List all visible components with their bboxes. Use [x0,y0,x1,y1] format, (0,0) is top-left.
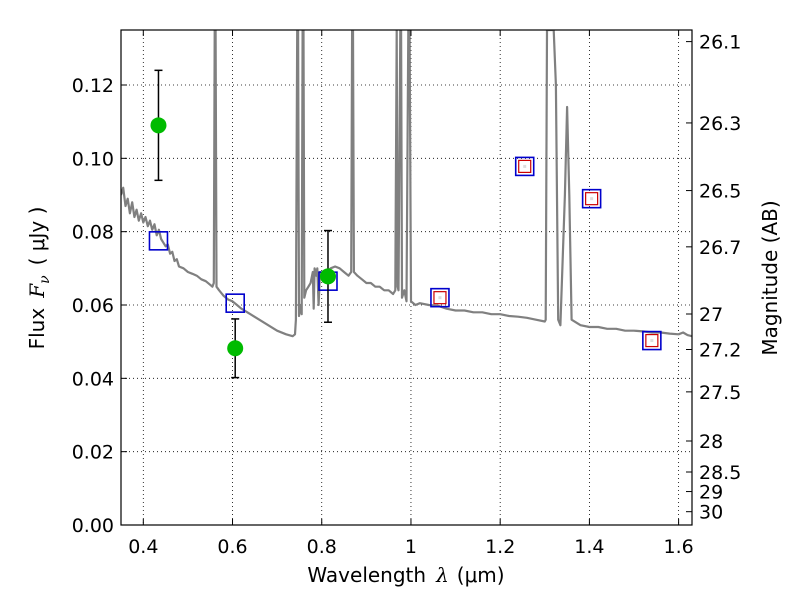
y2-tick-label: 26.5 [699,181,741,203]
y2-axis-label: Magnitude (AB) [758,200,782,355]
model-photometry-square [430,287,450,308]
y2-tick-label: 26.3 [699,113,741,135]
y-tick-label: 0.08 [72,222,114,244]
y2-tick-label: 27.2 [699,339,741,361]
y2-tick-label: 29 [699,482,723,504]
y2-tick-label: 30 [699,502,723,524]
y2-tick-label: 28 [699,431,723,453]
model-photometry-square [514,156,535,177]
x-tick-label: 1.6 [664,536,694,558]
y2-tick-label: 27.5 [699,382,741,404]
y-tick-label: 0.12 [72,75,114,97]
plot-area [121,30,692,379]
y-tick-label: 0.02 [72,442,114,464]
y2-tick-label: 27 [699,304,723,326]
ticks: 0.4 0.6 0.8 1 1.2 1.4 1.6 0.00 0.02 0.04 0.06 0.08 0… [72,30,741,558]
observed-point [150,117,167,134]
x-tick-label: 1.4 [574,536,604,558]
x-axis-label: Wavelength λ (μm) [307,563,504,587]
model-photometry-square [642,330,662,351]
model-photometry-square [225,293,245,313]
y-tick-label: 0.04 [72,368,114,390]
x-tick-label: 0.8 [307,536,337,558]
y-tick-label: 0.10 [72,148,114,170]
x-tick-label: 1.2 [485,536,515,558]
y-tick-label: 0.06 [72,295,114,317]
x-tick-label: 0.6 [217,536,247,558]
y-axis-label: FluxFν( μJy ) [25,207,53,350]
y2-tick-label: 26.1 [699,32,741,54]
x-tick-label: 1 [405,536,417,558]
x-tick-label: 0.4 [128,536,158,558]
model-photometry-square [581,188,602,209]
y-tick-label: 0.00 [72,515,114,537]
upper-limit-center [650,339,654,343]
plot-frame [120,29,693,526]
sed-line [121,30,692,338]
upper-limit-center [438,296,442,300]
upper-limit-center [523,164,527,168]
observed-point [319,268,336,285]
grid [121,30,692,526]
upper-limit-center [590,197,594,201]
observed-point [227,340,244,357]
y2-tick-label: 26.7 [699,237,741,259]
y2-tick-label: 28.5 [699,462,741,484]
model-photometry-square [148,231,169,251]
